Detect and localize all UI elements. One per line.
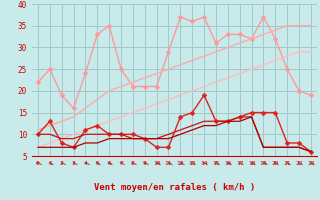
Text: ←: ←: [105, 160, 113, 168]
Text: ←: ←: [117, 160, 125, 168]
Text: ←: ←: [188, 160, 196, 168]
Text: ←: ←: [236, 160, 244, 168]
Text: ←: ←: [141, 160, 149, 168]
Text: ←: ←: [200, 160, 208, 168]
Text: ←: ←: [129, 160, 137, 168]
Text: ←: ←: [69, 160, 77, 168]
Text: ←: ←: [224, 160, 232, 168]
Text: ←: ←: [34, 160, 42, 168]
Text: ←: ←: [81, 160, 90, 168]
Text: ←: ←: [247, 160, 256, 168]
Text: ←: ←: [271, 160, 279, 168]
Text: ←: ←: [58, 160, 66, 168]
X-axis label: Vent moyen/en rafales ( km/h ): Vent moyen/en rafales ( km/h ): [94, 183, 255, 192]
Text: ←: ←: [212, 160, 220, 168]
Text: ←: ←: [283, 160, 291, 168]
Text: ←: ←: [153, 160, 161, 168]
Text: ←: ←: [259, 160, 268, 168]
Text: ←: ←: [176, 160, 184, 168]
Text: ←: ←: [46, 160, 54, 168]
Text: ←: ←: [164, 160, 172, 168]
Text: ←: ←: [307, 160, 315, 168]
Text: ←: ←: [295, 160, 303, 168]
Text: ←: ←: [93, 160, 101, 168]
